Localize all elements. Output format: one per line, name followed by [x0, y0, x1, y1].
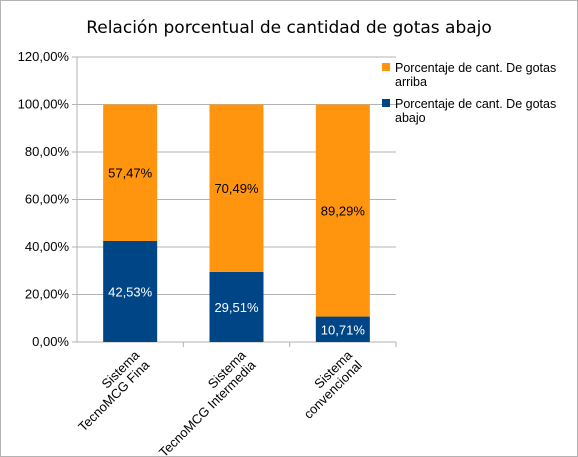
y-tick-label: 0,00%	[32, 334, 69, 349]
y-tick-label: 60,00%	[25, 192, 70, 207]
x-tick-label: Sistemaconvencional	[291, 347, 366, 422]
legend-swatch	[382, 63, 390, 71]
x-tick-label-line: TecnoMCG Intermedia	[156, 357, 259, 457]
y-tick-label: 80,00%	[25, 144, 70, 159]
x-tick-label: SistemaTecnoMCG Intermedia	[146, 347, 259, 457]
legend-entry-line: Porcentaje de cant. De gotas	[395, 61, 556, 75]
y-tick-label: 120,00%	[18, 49, 70, 64]
data-label: 42,53%	[108, 284, 153, 299]
legend-swatch	[382, 99, 390, 107]
legend-entry: Porcentaje de cant. De gotas arriba	[395, 61, 556, 89]
data-label: 89,29%	[321, 204, 366, 219]
data-label: 10,71%	[321, 322, 366, 337]
legend-entry-line: arriba	[395, 75, 427, 89]
legend-entry: Porcentaje de cant. De gotas abajo	[395, 97, 556, 125]
x-tick-label: SistemaTecnoMCG Fina	[65, 347, 152, 434]
y-tick-label: 20,00%	[25, 287, 70, 302]
bar-arriba	[315, 104, 370, 317]
data-label: 70,49%	[214, 181, 259, 196]
bar-arriba	[103, 104, 158, 241]
legend-entry-line: Porcentaje de cant. De gotas	[395, 97, 556, 111]
y-tick-label: 40,00%	[25, 239, 70, 254]
legend-entry-line: abajo	[395, 111, 426, 125]
y-tick-label: 100,00%	[18, 97, 70, 112]
bar-arriba	[209, 104, 264, 272]
bar-abajo	[209, 271, 264, 342]
bar-abajo	[315, 316, 370, 342]
bar-abajo	[103, 240, 158, 342]
data-label: 29,51%	[214, 300, 259, 315]
data-label: 57,47%	[108, 166, 153, 181]
chart-title: Relación porcentual de cantidad de gotas…	[86, 18, 492, 38]
